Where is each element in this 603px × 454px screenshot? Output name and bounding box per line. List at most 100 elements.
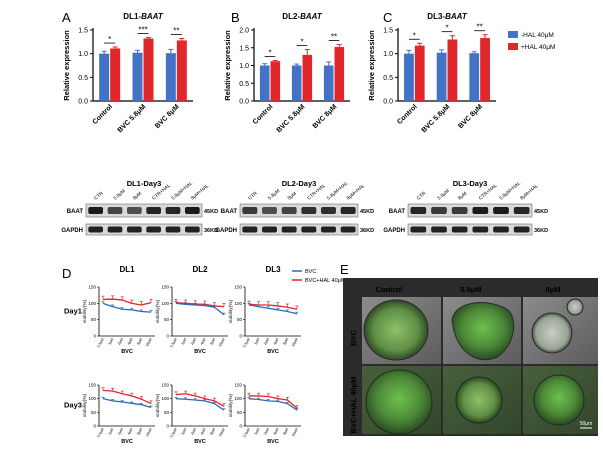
bar-plus-hal [414,45,425,101]
baat-band [493,207,509,214]
gapdh-band [410,226,427,233]
bar-minus-hal [165,53,176,101]
line-y-tick-label: 100 [234,301,242,306]
bar-legend: -HAL 40μM +HAL 40μM [508,31,555,51]
category-label: Control [396,103,419,126]
microscopy-panel: Control 5.8μM 8μM BVC BVC+HAL 40μM 50μm [343,278,598,436]
baat-band [165,207,181,214]
line-x-tick-label: 16μM [145,427,153,437]
line-y-tick-label: 50 [164,317,170,322]
baat-band [88,207,104,214]
bar-minus-hal [469,53,480,101]
line-x-tick-label: 0.5μM [96,337,104,348]
line-x-tick-label: 1μM [180,338,187,346]
line-x-tick-label: 8μM [209,428,216,436]
line-y-tick-label: 100 [161,396,169,401]
line-x-tick-label: 4μM [127,338,134,346]
line-x-tick-label: 16μM [218,427,226,437]
line-x-tick-label: 1μM [253,428,260,436]
lane-label: 5.8μM [436,188,450,201]
significance-mark: *** [138,26,147,35]
line-y-tick-label: 150 [161,285,169,290]
baat-band [146,207,162,214]
line-x-label: BVC [267,349,279,355]
gapdh-band [281,226,297,233]
line-x-tick-label: 8μM [282,338,289,346]
organoid-hal-5-8 [455,376,503,424]
line-x-tick-label: 8μM [209,338,216,346]
line-y-tick-label: 0 [239,334,242,339]
gapdh-band [184,226,200,233]
line-x-tick-label: 0.5μM [169,427,177,438]
line-series-hal [249,395,298,409]
row-label-baat: BAAT [67,209,84,215]
blot-title: DL2-Day3 [282,179,317,188]
line-series-hal [175,302,225,308]
line-x-tick-label: 2μM [117,428,124,436]
category-label: BVC 8μM [154,103,181,130]
significance-mark: * [413,31,416,40]
line-y-tick-label: 150 [234,383,242,388]
organoid-bvc-5-8 [451,302,515,361]
kd-label-36: 36KD [360,228,374,234]
baat-band [184,207,200,214]
lane-label: CTR [247,190,259,201]
panel-letter-d: D [62,266,71,281]
gapdh-band [88,226,104,233]
bar-title-prefix: DL2- [282,12,300,21]
significance-mark: * [108,35,111,44]
y-tick-label: 1.5 [78,28,88,35]
gapdh-strip [239,223,359,236]
lane-label: 8μM [132,191,143,202]
line-y-tick-label: 50 [91,317,97,322]
bar-minus-hal [436,52,447,101]
bar-minus-hal [323,65,334,101]
gapdh-band [340,226,356,233]
line-x-tick-label: 16μM [218,337,226,347]
line-x-tick-label: 0.5μM [169,337,177,348]
bar-minus-hal [99,53,110,101]
line-y-label: viability(%) [228,300,234,324]
line-y-tick-label: 150 [88,383,96,388]
line-y-tick-label: 150 [88,285,96,290]
panel-letter-c: C [383,10,392,25]
significance-mark: * [268,49,271,58]
bar-chart-title: DL1-BAAT [123,12,164,21]
bar-plus-hal [176,40,187,101]
line-x-tick-label: 4μM [200,338,207,346]
baat-band [126,207,142,214]
gapdh-band [472,226,489,233]
bar-plus-hal [302,54,313,101]
line-series-hal [248,303,298,310]
line-x-tick-label: 0.5μM [242,337,250,348]
gapdh-band [451,226,468,233]
baat-strip [85,203,203,218]
baat-band [107,207,123,214]
y-tick-label: 1.5 [383,28,393,35]
bar-plus-hal [334,47,345,101]
line-y-tick-label: 100 [234,396,242,401]
y-tick-label: 1.0 [383,51,393,58]
line-y-tick-label: 0 [93,424,96,429]
line-y-tick-label: 50 [91,410,97,415]
kd-label-36: 36KD [534,228,548,234]
baat-band [410,207,427,214]
line-x-tick-label: 0.5μM [242,427,250,438]
panel-letter-b: B [231,10,240,25]
gapdh-band [262,226,277,233]
line-x-tick-label: 2μM [190,428,197,436]
row-label-bvc-hal: BVC+HAL 40μM [349,377,358,434]
baat-strip [407,203,533,218]
organoid-hal-control [365,369,433,435]
lane-label: 5.8μM+HAL [498,180,522,201]
significance-mark: ** [477,23,483,32]
legend-label-hal: BVC+HAL 40μM [305,278,346,284]
line-col-title: DL1 [119,265,135,274]
legend-label-plus-hal: +HAL 40μM [521,44,555,51]
y-tick-label: 1.5 [239,45,249,52]
line-series-bvc [248,398,298,411]
line-row-label: Day1 [64,307,82,316]
kd-label-45: 45KD [534,209,548,215]
blot-title: DL3-Day3 [453,179,488,188]
baat-band [451,207,468,214]
